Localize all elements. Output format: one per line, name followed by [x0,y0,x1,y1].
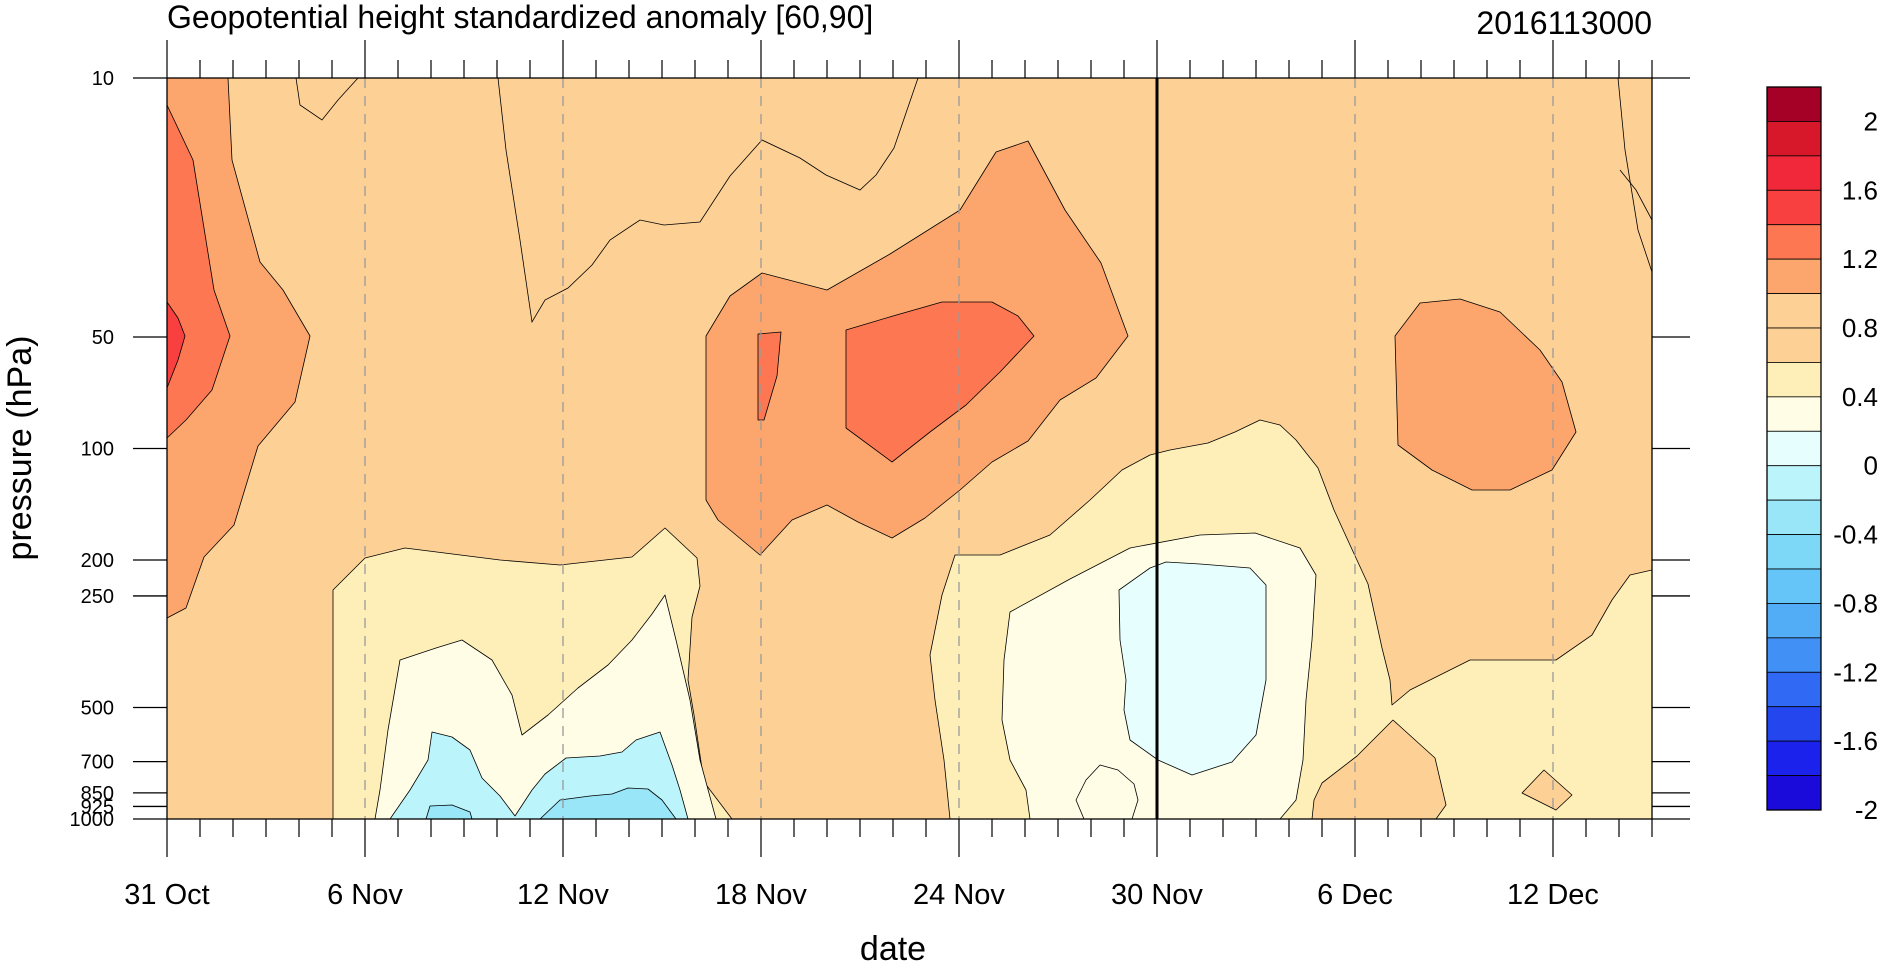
colorbar-label: -1.2 [1833,657,1878,687]
y-tick-label: 50 [92,327,114,349]
chart-title: Geopotential height standardized anomaly… [167,0,873,35]
colorbar-swatch [1766,396,1822,432]
colorbar-swatch [1766,740,1822,776]
colorbar-label: -0.4 [1833,520,1878,550]
y-tick-label: 250 [81,586,114,608]
contour-line [497,78,919,324]
colorbar-swatch [1766,706,1822,742]
contour-region [845,301,1035,463]
colorbar-swatch [1766,327,1822,363]
colorbar-label: -1.6 [1833,726,1878,756]
contour-region [1521,769,1573,811]
contour-field [167,78,1652,819]
contour-region [757,331,782,421]
colorbar-swatch [1766,362,1822,398]
colorbar-label: -0.8 [1833,588,1878,618]
colorbar-swatch [1766,258,1822,294]
colorbar-swatch [1766,224,1822,260]
x-tick-label: 12 Dec [1507,879,1599,911]
colorbar-swatch [1766,671,1822,708]
contour-region [1075,764,1139,819]
x-tick-label: 12 Nov [517,879,609,911]
y-tick-label: 925 [81,796,114,818]
colorbar-label: 1.6 [1842,175,1878,205]
colorbar-swatch [1766,86,1822,122]
x-tick-label: 6 Nov [327,879,403,911]
y-tick-label: 1000 [70,809,115,831]
y-tick-label: 500 [81,697,114,719]
x-tick-label: 6 Dec [1317,879,1393,911]
x-tick-label: 18 Nov [715,879,807,911]
contour-region [167,104,231,439]
contour-region [167,78,311,619]
contour-region [1118,561,1267,776]
contour-region [1311,719,1447,819]
x-tick-label: 31 Oct [124,879,209,911]
colorbar-swatch [1766,637,1822,673]
colorbar-label: 0.4 [1842,382,1878,412]
colorbar-frame [1766,86,1822,811]
colorbar-swatch [1766,293,1822,329]
y-tick-label: 850 [81,783,114,805]
y-tick-label: 200 [81,550,114,572]
contour-region [425,804,473,819]
colorbar-label: -2 [1855,795,1878,825]
colorbar-swatch [1766,465,1822,501]
colorbar-swatch [1766,121,1822,157]
contour-region [539,787,677,819]
contour-line [1619,169,1652,221]
colorbar-label: 0.8 [1842,313,1878,343]
colorbar-swatch [1766,775,1822,811]
colorbar-swatch [1766,430,1822,467]
x-tick-label: 30 Nov [1111,879,1203,911]
colorbar-swatch [1766,534,1822,570]
y-tick-label: 700 [81,752,114,774]
colorbar-label: 0 [1864,451,1878,481]
y-tick-label: 100 [81,439,114,461]
x-tick-label: 24 Nov [913,879,1005,911]
colorbar-label: 2 [1864,106,1878,136]
colorbar-label: 1.2 [1842,244,1878,274]
y-tick-label: 10 [92,68,114,90]
y-axis-label: pressure (hPa) [1,336,39,561]
contour-region [167,301,186,389]
contour-line [1617,78,1652,273]
colorbar: 2 1.6 1.2 0.8 0.4 0 -0.4 -0.8 -1.2 -1.6 -2 [1766,86,1878,825]
contour-line [295,78,359,121]
x-axis-label: date [860,930,926,963]
date-gridlines [364,78,1554,819]
colorbar-swatch [1766,603,1822,639]
run-label: 2016113000 [1476,5,1652,41]
colorbar-swatch [1766,568,1822,604]
colorbar-swatch [1766,189,1822,226]
colorbar-swatch [1766,155,1822,191]
colorbar-swatch [1766,499,1822,535]
contour-region [1394,298,1577,491]
